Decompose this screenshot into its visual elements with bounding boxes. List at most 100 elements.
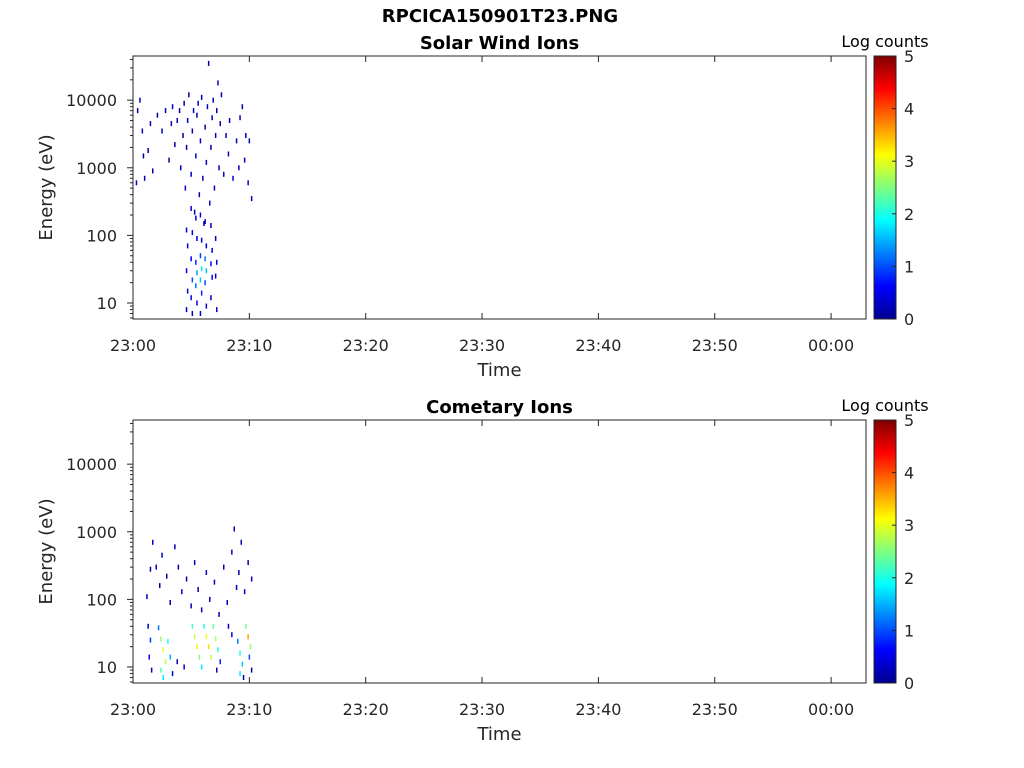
cometary-data-cell (239, 671, 241, 677)
cometary-data-cell (235, 585, 238, 590)
colorbar-tick-label: 1 (904, 257, 914, 276)
x-tick-label: 23:10 (226, 336, 272, 355)
cometary-data-cell (169, 600, 171, 605)
solar-wind-data-cell (170, 121, 173, 127)
solar-wind-data-cell (225, 133, 227, 138)
solar-wind-data-cell (176, 118, 178, 123)
solar-wind-data-cell (248, 138, 251, 144)
solar-wind-data-cell (164, 108, 167, 114)
solar-wind-data-cell (199, 138, 202, 144)
colorbar-tick-label: 5 (904, 47, 914, 66)
solar-wind-data-cell (191, 277, 194, 283)
solar-wind-data-cell (147, 148, 149, 153)
cometary-data-cell (209, 596, 211, 602)
cometary-data-cell (160, 667, 162, 673)
cometary-x-axis-label: Time (476, 724, 521, 745)
solar-wind-data-cell (223, 171, 225, 177)
solar-wind-data-cell (149, 121, 152, 127)
colorbar-tick-label: 1 (904, 621, 914, 640)
cometary-data-cell (157, 625, 160, 631)
solar-wind-data-cell (185, 144, 188, 150)
cometary-data-cell (196, 644, 198, 650)
solar-wind-data-cell (190, 256, 192, 262)
figure-title: RPCICA150901T23.PNG (381, 6, 619, 27)
cometary-data-cell (241, 661, 244, 667)
solar-wind-data-cell (200, 237, 203, 243)
solar-wind-data-cell (216, 108, 218, 114)
solar-wind-data-cell (211, 274, 213, 280)
cometary-data-cell (167, 638, 169, 644)
cometary-data-cell (213, 579, 216, 585)
solar-wind-data-cell (238, 165, 240, 171)
solar-wind-data-cell (143, 175, 146, 181)
solar-wind-data-cell (199, 311, 202, 316)
cometary-y-axis-label: Energy (eV) (36, 498, 57, 604)
cometary-data-cell (197, 587, 199, 592)
solar-wind-data-cell (186, 118, 189, 123)
solar-wind-data-cell (199, 212, 202, 218)
x-tick-label: 23:40 (575, 336, 621, 355)
solar-wind-data-cell (195, 215, 197, 221)
solar-wind-data-cell (228, 118, 231, 123)
solar-wind-data-cell (205, 243, 208, 249)
cometary-plot-area (132, 419, 867, 684)
y-tick-label: 10000 (66, 91, 117, 110)
colorbar-tick-label: 2 (904, 205, 914, 224)
solar-wind-data-cell (199, 253, 202, 259)
solar-wind-data-cell (196, 270, 198, 276)
solar-wind-data-cell (216, 259, 218, 265)
solar-wind-data-cell (168, 157, 170, 163)
cometary-data-cell (203, 623, 205, 629)
cometary-data-cell (242, 675, 245, 680)
solar-wind-data-cell (210, 223, 212, 228)
cometary-data-cell (185, 576, 188, 582)
solar-wind-data-cell (174, 142, 176, 148)
cometary-data-cell (149, 566, 152, 572)
solar-wind-data-cell (161, 128, 163, 134)
x-tick-label: 23:30 (459, 336, 505, 355)
solar-wind-data-cell (213, 185, 216, 191)
solar-wind-data-cell (210, 144, 212, 150)
solar-wind-data-cell (200, 94, 203, 100)
x-tick-label: 23:20 (343, 700, 389, 719)
solar-wind-data-cell (204, 280, 206, 286)
cometary-data-cell (159, 583, 161, 589)
solar-wind-data-cell (211, 247, 213, 253)
cometary-data-cell (218, 611, 220, 617)
cometary-data-cell (238, 570, 240, 575)
solar-wind-data-cell (195, 153, 197, 159)
solar-wind-panel-title: Solar Wind Ions (420, 33, 579, 54)
y-tick-label: 1000 (76, 523, 117, 542)
cometary-data-cell (207, 644, 210, 650)
solar-wind-data-cell (196, 112, 198, 118)
solar-wind-data-cell (193, 209, 196, 215)
cometary-data-cell (176, 659, 178, 665)
solar-wind-data-cell (188, 92, 190, 98)
cometary-data-cell (183, 664, 185, 670)
cometary-data-cell (152, 539, 154, 545)
solar-wind-data-cell (211, 115, 213, 121)
solar-wind-data-cell (135, 180, 138, 186)
cometary-data-cell (161, 552, 163, 558)
cometary-data-cell (250, 576, 253, 582)
solar-wind-data-cell (205, 159, 208, 165)
cometary-data-cell (248, 654, 251, 660)
solar-wind-data-cell (180, 165, 182, 171)
solar-wind-data-cell (204, 124, 206, 130)
solar-wind-data-cell (202, 175, 204, 181)
solar-wind-data-cell (136, 108, 139, 114)
cometary-data-cell (155, 564, 157, 570)
solar-wind-data-cell (191, 230, 194, 236)
x-tick-label: 23:00 (110, 700, 156, 719)
x-tick-label: 00:00 (808, 700, 854, 719)
solar-wind-data-cell (227, 151, 230, 157)
solar-wind-data-cell (206, 104, 209, 110)
colorbar-tick-label: 2 (904, 569, 914, 588)
solar-wind-data-cell (182, 133, 184, 138)
cometary-data-cell (247, 634, 249, 640)
cometary-data-cell (223, 564, 225, 570)
cometary-data-cell (231, 632, 233, 638)
solar-wind-data-cell (171, 104, 174, 110)
solar-wind-data-cell (185, 268, 188, 274)
